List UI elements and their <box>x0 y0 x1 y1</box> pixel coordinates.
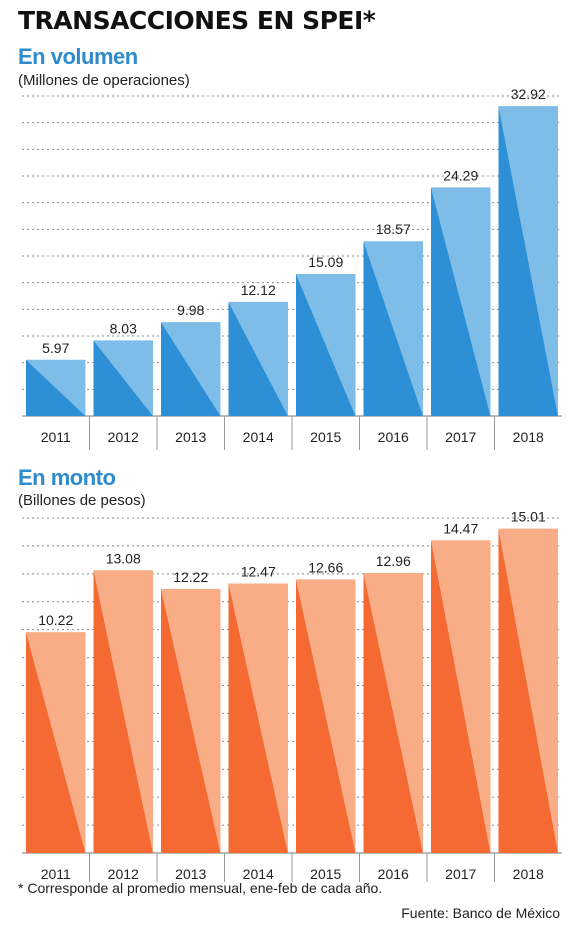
bar-value-label: 32.92 <box>511 88 546 102</box>
bar-light-face <box>228 301 288 416</box>
bar <box>431 540 491 853</box>
bar-value-label: 24.29 <box>443 167 478 183</box>
bar-dark-face <box>296 273 356 416</box>
source-note: Fuente: Banco de México <box>401 905 560 921</box>
bar-value-label: 9.98 <box>177 302 204 318</box>
bar-light-face <box>363 241 423 416</box>
bar <box>93 340 153 416</box>
bar <box>363 572 423 853</box>
bar <box>296 273 356 416</box>
x-tick-label: 2016 <box>378 429 409 445</box>
amount-unit-subtitle: (Billones de pesos) <box>18 492 146 509</box>
bar <box>498 106 558 416</box>
bar-dark-face <box>498 528 558 853</box>
x-tick-label: 2011 <box>41 866 71 882</box>
bar-value-label: 15.01 <box>511 510 546 525</box>
bar-dark-face <box>26 359 86 416</box>
x-tick-label: 2015 <box>310 866 341 882</box>
bar-dark-face <box>228 301 288 416</box>
bar-value-label: 5.97 <box>42 340 69 356</box>
bar <box>498 528 558 853</box>
bar-light-face <box>498 106 558 416</box>
bar-light-face <box>26 632 86 853</box>
amount-bar-chart: 10.22 2011 13.08 2012 12.22 2013 12.47 2014 12.6… <box>22 510 562 882</box>
bar-value-label: 12.12 <box>241 282 276 298</box>
bar-dark-face <box>431 187 491 416</box>
bar-light-face <box>228 583 288 853</box>
bar-value-label: 13.08 <box>106 550 141 566</box>
footnote: * Corresponde al promedio mensual, ene-f… <box>18 880 383 896</box>
x-tick-label: 2014 <box>243 866 274 882</box>
x-tick-label: 2018 <box>513 866 544 882</box>
bar <box>161 322 221 416</box>
x-tick-label: 2012 <box>108 429 139 445</box>
bar-value-label: 12.96 <box>376 553 411 569</box>
bar-value-label: 14.47 <box>443 520 478 536</box>
x-tick-label: 2017 <box>445 866 476 882</box>
x-tick-label: 2018 <box>513 429 544 445</box>
bar-dark-face <box>26 632 86 853</box>
bar-value-label: 8.03 <box>110 320 137 336</box>
bar-light-face <box>161 322 221 416</box>
bar <box>431 187 491 416</box>
bar <box>93 570 153 853</box>
bar-value-label: 12.47 <box>241 563 276 579</box>
bar-value-label: 10.22 <box>38 612 73 628</box>
x-tick-label: 2012 <box>108 866 139 882</box>
x-tick-label: 2016 <box>378 866 409 882</box>
bar-value-label: 18.57 <box>376 221 411 237</box>
bar <box>296 579 356 853</box>
bar <box>228 301 288 416</box>
x-tick-label: 2017 <box>445 429 476 445</box>
bar-value-label: 12.22 <box>173 569 208 585</box>
bar-light-face <box>296 579 356 853</box>
x-tick-label: 2013 <box>175 866 206 882</box>
x-tick-label: 2015 <box>310 429 341 445</box>
chart-title: TRANSACCIONES EN SPEI* <box>18 6 376 35</box>
bar <box>161 588 221 853</box>
bar-value-label: 15.09 <box>308 254 343 270</box>
volume-section-title: En volumen <box>18 44 138 69</box>
bar-light-face <box>296 273 356 416</box>
bar <box>26 359 86 416</box>
bar-dark-face <box>93 340 153 416</box>
x-tick-label: 2011 <box>41 429 71 445</box>
x-tick-label: 2013 <box>175 429 206 445</box>
bar-value-label: 12.66 <box>308 559 343 575</box>
x-tick-label: 2014 <box>243 429 274 445</box>
bar <box>228 583 288 853</box>
bar-dark-face <box>161 322 221 416</box>
amount-section-title: En monto <box>18 465 116 490</box>
bar <box>363 241 423 416</box>
volume-unit-subtitle: (Millones de operaciones) <box>18 72 190 89</box>
bar <box>26 632 86 853</box>
bar-dark-face <box>296 579 356 853</box>
bar-dark-face <box>93 570 153 853</box>
volume-bar-chart: 5.97 2011 8.03 2012 9.98 2013 12.12 2014 15.09 20… <box>22 88 562 450</box>
